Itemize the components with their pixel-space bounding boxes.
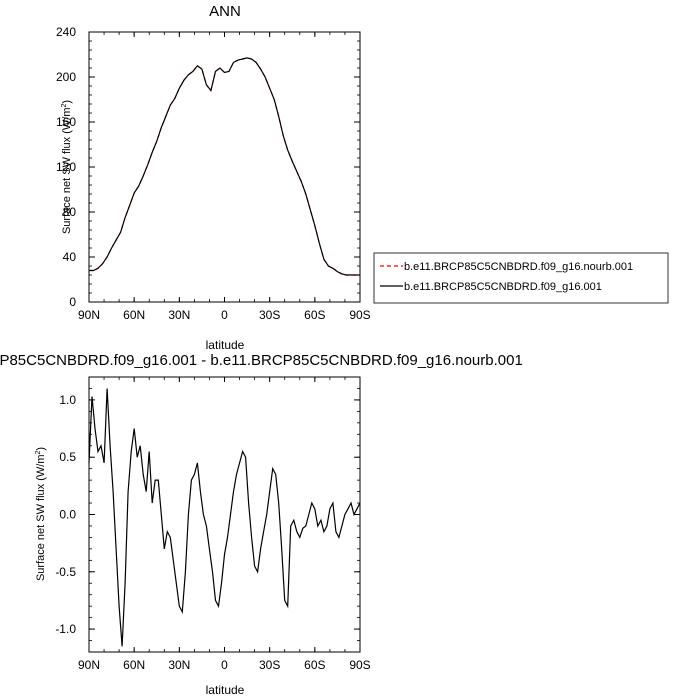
bottom-x-tick-label: 90N — [78, 658, 100, 672]
bottom-chart: b.e11.BRCP85C5CNBDRD.f09_g16.001 - b.e11… — [0, 352, 523, 697]
bottom-series-line-0 — [88, 388, 361, 647]
bottom-x-tick-label: 60N — [123, 658, 145, 672]
top-y-tick-label: 40 — [63, 250, 77, 264]
top-x-tick-label: 0 — [221, 308, 228, 322]
top-x-tick-label: 30N — [168, 308, 190, 322]
top-series-lines — [89, 57, 360, 276]
bottom-x-tick-label: 0 — [221, 658, 228, 672]
bottom-y-tick-label: 1.0 — [59, 393, 76, 407]
top-y-tick-label: 80 — [63, 205, 77, 219]
legend-label-control: b.e11.BRCP85C5CNBDRD.f09_g16.001 — [404, 281, 602, 293]
bottom-y-tick-label: -0.5 — [55, 565, 76, 579]
top-chart: ANN 90N 60N 30N 0 30S 60S 90S 0 40 80 120 160 200 240… — [56, 3, 669, 352]
legend-label-nourb: b.e11.BRCP85C5CNBDRD.f09_g16.nourb.001 — [404, 261, 633, 273]
top-x-axis-label: latitude — [206, 338, 245, 352]
bottom-plot-frame — [88, 376, 361, 653]
top-x-tick-label: 60S — [304, 308, 325, 322]
bottom-x-tick-label: 90S — [349, 658, 370, 672]
bottom-y-tick-label: -1.0 — [55, 622, 76, 636]
bottom-axes: 90N 60N 30N 0 30S 60S 90S -1.0 -0.5 0.0 0.5 1.0 — [55, 376, 371, 672]
top-chart-title: ANN — [209, 3, 241, 20]
bottom-x-tick-label: 60S — [304, 658, 325, 672]
top-x-tick-label: 30S — [259, 308, 280, 322]
top-y-axis-label: Surface net SW flux (W/m2) — [61, 100, 73, 234]
bottom-chart-title: b.e11.BRCP85C5CNBDRD.f09_g16.001 - b.e11… — [0, 352, 523, 369]
bottom-x-tick-label: 30N — [168, 658, 190, 672]
top-x-tick-label: 60N — [123, 308, 145, 322]
bottom-y-tick-label: 0.0 — [59, 508, 76, 522]
top-chart-legend: b.e11.BRCP85C5CNBDRD.f09_g16.nourb.001 b… — [373, 252, 669, 304]
bottom-x-axis-label: latitude — [206, 683, 245, 697]
top-axes: 90N 60N 30N 0 30S 60S 90S 0 40 80 120 160 200 240 — [56, 25, 371, 322]
top-y-tick-label: 0 — [69, 295, 76, 309]
top-series-line-1 — [89, 57, 360, 276]
top-y-tick-label: 160 — [56, 115, 76, 129]
bottom-y-axis-label: Surface net SW flux (W/m2) — [35, 447, 47, 581]
top-x-tick-label: 90S — [349, 308, 370, 322]
top-y-tick-label: 200 — [56, 70, 76, 84]
top-y-tick-label: 120 — [56, 160, 76, 174]
bottom-series-lines — [88, 388, 361, 647]
bottom-y-tick-label: 0.5 — [59, 450, 76, 464]
bottom-x-tick-label: 30S — [259, 658, 280, 672]
top-x-tick-label: 90N — [78, 308, 100, 322]
top-y-tick-label: 240 — [56, 25, 76, 39]
legend-box — [373, 252, 669, 304]
